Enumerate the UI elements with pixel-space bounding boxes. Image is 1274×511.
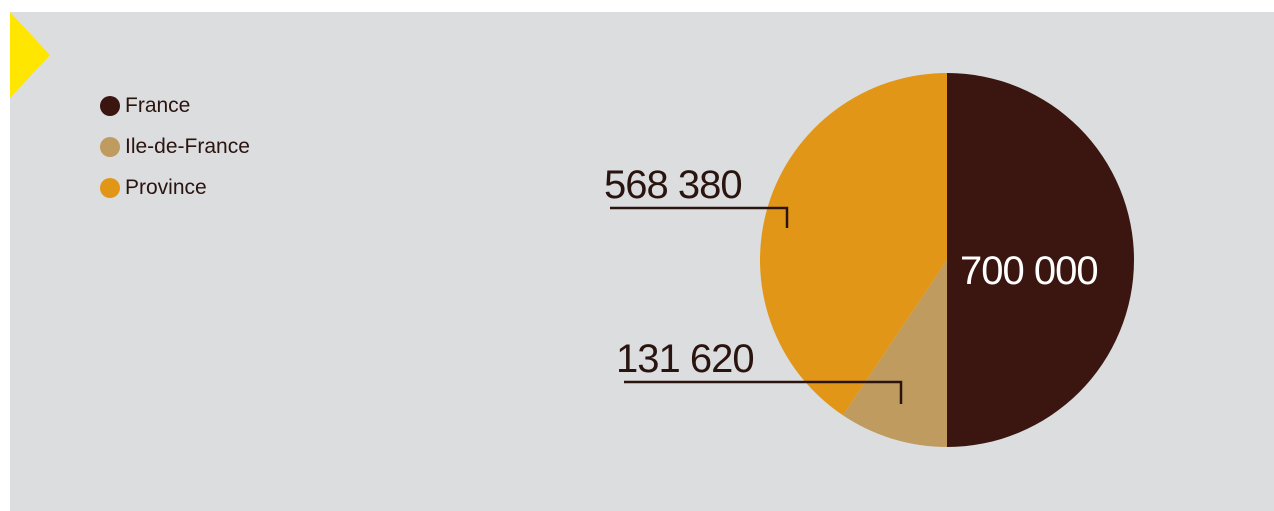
legend-swatch-ile-de-france <box>100 136 120 157</box>
pie-slice-province <box>759 72 947 416</box>
pie-slice-france <box>947 73 1134 447</box>
legend-item-france: France <box>100 92 250 119</box>
france-value-label: 700 000 <box>960 249 1098 293</box>
legend-item-ile-de-france: Ile-de-France <box>100 133 250 160</box>
province-leader-line <box>610 206 789 228</box>
pie-slice-ile-de-france <box>842 260 947 447</box>
legend-label: France <box>125 93 191 117</box>
legend: France Ile-de-France Province <box>100 92 250 215</box>
ile-de-france-value-label: 131 620 <box>616 337 754 381</box>
legend-item-province: Province <box>100 174 250 201</box>
ile-de-france-leader-line <box>624 380 903 404</box>
legend-label: Province <box>125 175 207 199</box>
legend-swatch-france <box>100 95 120 116</box>
legend-swatch-province <box>100 177 120 198</box>
corner-arrow-icon <box>10 12 50 98</box>
province-value-label: 568 380 <box>604 163 742 207</box>
legend-label: Ile-de-France <box>125 134 250 158</box>
